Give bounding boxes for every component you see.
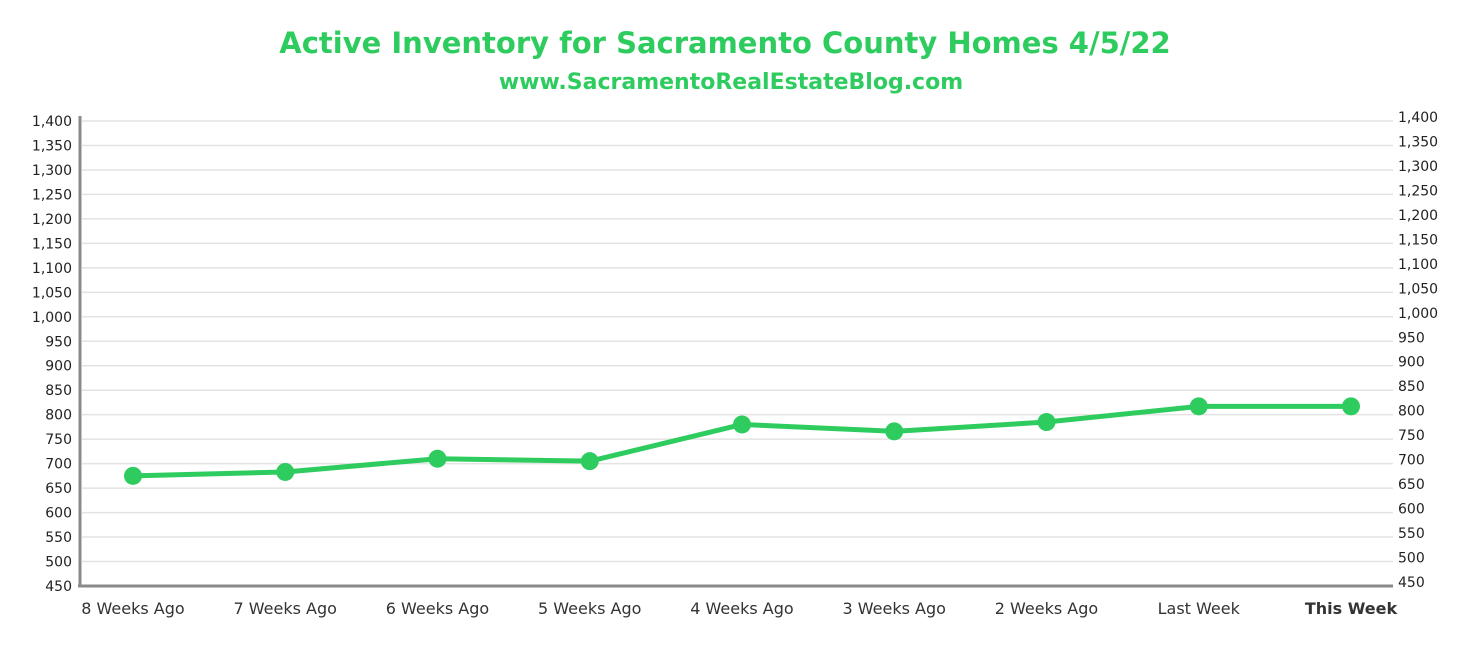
x-tick-label: 3 Weeks Ago — [843, 599, 946, 618]
y-tick-label-left: 500 — [45, 555, 72, 571]
data-point — [276, 462, 295, 481]
y-tick-label-left: 900 — [45, 359, 72, 375]
series-inventory — [124, 397, 1360, 485]
y-tick-label-left: 1,150 — [32, 236, 72, 252]
y-tick-label-right: 800 — [1398, 404, 1425, 420]
x-tick-label: 8 Weeks Ago — [81, 599, 184, 618]
y-tick-label-right: 450 — [1398, 575, 1425, 591]
y-tick-label-right: 850 — [1398, 379, 1425, 395]
x-tick-label: 2 Weeks Ago — [995, 599, 1098, 618]
y-tick-label-right: 1,100 — [1398, 257, 1438, 273]
x-tick-label: This Week — [1305, 599, 1398, 618]
y-tick-label-right: 1,250 — [1398, 183, 1438, 199]
gridlines — [82, 120, 1393, 563]
x-tick-label: 5 Weeks Ago — [538, 599, 641, 618]
y-tick-label-left: 800 — [45, 408, 72, 424]
x-tick-label: 7 Weeks Ago — [234, 599, 337, 618]
y-tick-label-left: 700 — [45, 457, 72, 473]
y-tick-label-left: 1,300 — [32, 163, 72, 179]
y-tick-label-right: 650 — [1398, 477, 1425, 493]
y-tick-label-right: 750 — [1398, 428, 1425, 444]
y-tick-label-right: 1,300 — [1398, 159, 1438, 175]
left-y-axis-ticks: 450 500 550 600 650 700 750 800 850 900 950 1,000 1,… — [32, 114, 72, 595]
y-tick-label-left: 1,400 — [32, 114, 72, 130]
x-tick-label: 6 Weeks Ago — [386, 599, 489, 618]
y-tick-label-right: 550 — [1398, 526, 1425, 542]
x-axis-ticks: 8 Weeks Ago 7 Weeks Ago 6 Weeks Ago 5 Weeks… — [81, 599, 1397, 618]
y-tick-label-left: 550 — [45, 530, 72, 546]
y-tick-label-left: 750 — [45, 432, 72, 448]
y-tick-label-left: 1,350 — [32, 138, 72, 154]
y-tick-label-left: 1,050 — [32, 285, 72, 301]
y-tick-label-left: 1,000 — [32, 310, 72, 326]
y-tick-label-right: 700 — [1398, 453, 1425, 469]
y-tick-label-right: 950 — [1398, 330, 1425, 346]
data-point — [1342, 397, 1360, 416]
y-tick-label-right: 1,000 — [1398, 306, 1438, 322]
y-tick-label-left: 1,200 — [32, 212, 72, 228]
y-tick-label-right: 1,150 — [1398, 232, 1438, 248]
chart-subtitle: www.SacramentoRealEstateBlog.com — [498, 70, 964, 95]
data-point — [1189, 397, 1208, 416]
x-tick-label: 4 Weeks Ago — [690, 599, 793, 618]
axes — [78, 116, 1393, 588]
right-y-axis-ticks: 450 500 550 600 650 700 750 800 850 900 950 1,000 1,… — [1398, 110, 1438, 591]
y-tick-label-right: 600 — [1398, 502, 1425, 518]
y-tick-label-left: 950 — [45, 334, 72, 350]
y-tick-label-left: 1,100 — [32, 261, 72, 277]
y-tick-label-right: 1,200 — [1398, 208, 1438, 224]
y-tick-label-left: 650 — [45, 481, 72, 497]
y-tick-label-right: 1,400 — [1398, 110, 1438, 126]
y-tick-label-left: 600 — [45, 506, 72, 522]
y-tick-label-left: 450 — [45, 579, 72, 595]
data-point — [1037, 413, 1056, 432]
y-tick-label-right: 500 — [1398, 551, 1425, 567]
data-point — [124, 466, 142, 485]
data-point — [733, 415, 751, 434]
y-tick-label-right: 1,050 — [1398, 281, 1438, 297]
data-point — [885, 422, 904, 441]
y-tick-label-right: 900 — [1398, 355, 1425, 371]
y-tick-label-left: 850 — [45, 383, 72, 399]
x-tick-label: Last Week — [1158, 599, 1241, 618]
data-point — [580, 452, 599, 471]
chart-title: Active Inventory for Sacramento County H… — [279, 26, 1171, 60]
y-tick-label-right: 1,350 — [1398, 134, 1438, 150]
y-tick-label-left: 1,250 — [32, 187, 72, 203]
data-point — [428, 449, 447, 468]
